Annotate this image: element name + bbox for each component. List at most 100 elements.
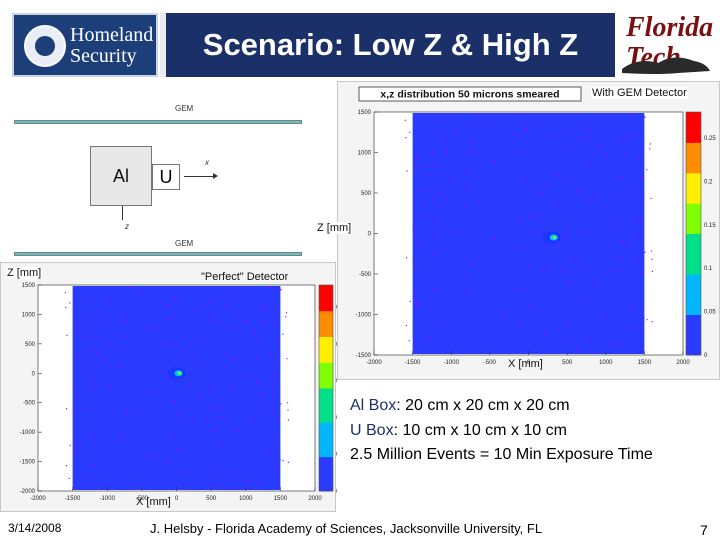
perfect-colorbar-cell	[319, 422, 333, 432]
perfect-colorbar-cell	[319, 465, 333, 475]
gem-colorbar-cell	[686, 284, 701, 295]
perfect-y-tick-label: -2000	[20, 489, 36, 495]
gem-y-tick-label: 1500	[358, 110, 372, 116]
al-box-key: Al Box	[350, 397, 397, 414]
perfect-y-tick-label: -500	[23, 401, 36, 407]
perfect-colorbar-cell	[319, 345, 333, 355]
gem-colorbar-label: 0.15	[704, 223, 716, 229]
perfect-speckle	[64, 286, 290, 490]
gem-hotspot-peak	[553, 236, 557, 240]
perfect-colorbar-label: 0.25	[336, 305, 337, 311]
perfect-colorbar-label: 0.05	[336, 452, 337, 458]
gem-colorbar-cell	[686, 193, 701, 204]
gem-y-tick-label: 500	[361, 191, 372, 197]
perfect-colorbar-cell	[319, 310, 333, 320]
perfect-colorbar-cell	[319, 482, 333, 492]
gem-y-tick-label: -1500	[356, 353, 372, 359]
panther-icon	[622, 57, 710, 74]
gem-colorbar-cell	[686, 203, 701, 214]
gem-colorbar-cell	[686, 142, 701, 153]
perfect-x-tick-label: -2000	[30, 496, 46, 502]
perfect-colorbar-cell	[319, 379, 333, 389]
perfect-colorbar-cell	[319, 439, 333, 449]
perfect-colorbar-cell	[319, 353, 333, 363]
perfect-colorbar-cell	[319, 302, 333, 312]
box-specifications: Al Box: 20 cm x 20 cm x 20 cm U Box: 10 …	[350, 394, 710, 468]
gem-colorbar-cell	[686, 314, 701, 326]
gem-y-tick-label: 0	[368, 232, 372, 238]
fit-word-1: Florida	[626, 12, 714, 43]
gem-colorbar-cell	[686, 233, 701, 245]
z-axis-label: z	[125, 222, 129, 231]
gem-top-plane	[14, 120, 302, 124]
perfect-colorbar-cell	[319, 336, 333, 346]
gem-x-tick-label: 1500	[638, 360, 652, 366]
al-box-value: : 20 cm x 20 cm x 20 cm	[396, 397, 570, 414]
gem-title-box	[358, 86, 582, 102]
gem-colorbar-cell	[686, 132, 701, 143]
perfect-y-tick-label: 1500	[22, 283, 36, 289]
gem-x-tick-label: -500	[484, 360, 497, 366]
gem-x-tick-label: -1500	[405, 360, 421, 366]
gem-x-tick-label: 0	[527, 360, 531, 366]
gem-colorbar-cell	[686, 223, 701, 234]
gem-x-tick-label: 500	[562, 360, 573, 366]
slide-credit: J. Helsby - Florida Academy of Sciences,…	[150, 521, 543, 536]
perfect-hotspot-peak	[178, 371, 181, 375]
gem-bottom-plane	[14, 252, 302, 256]
gem-colorbar-cell	[686, 182, 701, 194]
uranium-box: U	[152, 164, 180, 190]
gem-x-tick-label: -2000	[366, 360, 382, 366]
perfect-colorbar-cell	[319, 396, 333, 406]
perfect-distribution-plot: -2000 -1500 -1000 -500 0 500 1000 1500 2000 1500 1…	[0, 262, 337, 512]
gem-colorbar-cell	[686, 274, 701, 285]
perfect-colorbar-frame	[318, 284, 334, 492]
gem-x-tick-label: 1000	[599, 360, 613, 366]
perfect-colorbar-label: 0.1	[336, 415, 337, 421]
perfect-x-tick-label: 1500	[274, 496, 288, 502]
gem-colorbar-cell	[686, 172, 701, 184]
gem-y-tick-label: 1000	[358, 151, 372, 157]
perfect-x-tick-label: -500	[136, 496, 149, 502]
gem-x-tick-label: -1000	[444, 360, 460, 366]
gem-colorbar-cell	[686, 253, 701, 265]
aluminum-box: Al	[90, 146, 152, 206]
gem-y-tick-label: -500	[359, 272, 372, 278]
slide-date: 3/14/2008	[8, 521, 62, 535]
u-box-spec: U Box: 10 cm x 10 cm x 10 cm	[350, 419, 710, 444]
al-box-spec: Al Box: 20 cm x 20 cm x 20 cm	[350, 394, 710, 419]
gem-plot-title: x,z distribution 50 microns smeared	[380, 89, 559, 101]
gem-colorbar-cell	[686, 334, 701, 346]
perfect-y-tick-label: 500	[25, 342, 36, 348]
perfect-x-tick-label: -1500	[65, 496, 81, 502]
perfect-y-tick-label: -1500	[20, 460, 36, 466]
perfect-heatmap-svg: -2000 -1500 -1000 -500 0 500 1000 1500 2000 1500 1…	[20, 283, 337, 502]
perfect-colorbar-cell	[319, 327, 333, 337]
perfect-colorbar-cell	[319, 319, 333, 329]
homeland-security-logo: Homeland Security	[12, 13, 158, 77]
gem-colorbar-cell	[686, 263, 701, 275]
perfect-colorbar-cell	[319, 362, 333, 372]
perfect-colorbar-cell	[319, 370, 333, 380]
perfect-colorbar-label: 0	[336, 489, 337, 495]
page-title: Scenario: Low Z & High Z	[202, 27, 579, 62]
gem-bottom-label: GEM	[175, 239, 194, 248]
perfect-colorbar-cell	[319, 293, 333, 303]
gem-top-label: GEM	[175, 104, 194, 113]
perfect-colorbar-cell	[319, 388, 333, 398]
perfect-x-axis-title: X [mm]	[136, 496, 171, 508]
gem-x-tick-label: 2000	[676, 360, 690, 366]
gem-y-axis-title: Z [mm]	[316, 222, 353, 234]
event-count: 2.5 Million Events = 10 Min Exposure Tim…	[350, 446, 653, 463]
perfect-colorbar-cell	[319, 456, 333, 466]
gem-caption: With GEM Detector	[591, 87, 688, 99]
gem-y-tick-label: -1000	[356, 313, 372, 319]
perfect-x-tick-label: 1000	[239, 496, 253, 502]
logo-word-2: Security	[70, 45, 137, 67]
gem-colorbar-cell	[686, 243, 701, 255]
gem-occupied-band	[412, 113, 645, 354]
slide-page-number: 7	[700, 522, 708, 538]
gem-speckle	[404, 113, 654, 354]
gem-colorbar-cell	[686, 152, 701, 164]
gem-colorbar-cell	[686, 162, 701, 174]
